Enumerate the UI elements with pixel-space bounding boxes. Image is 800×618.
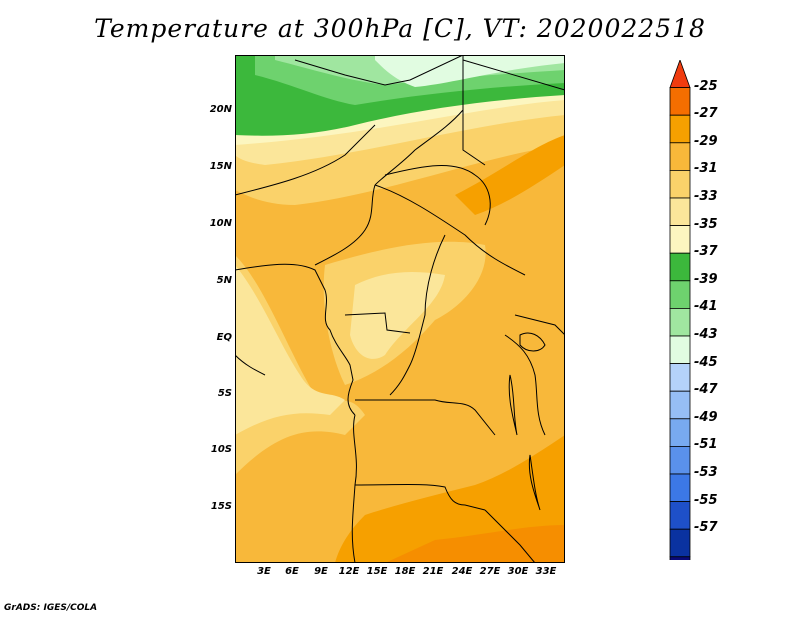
field-south-darker [385, 525, 565, 563]
lon-label-9e: 9E [314, 566, 328, 577]
legend-label: -57 [694, 520, 718, 536]
legend-label: -29 [694, 133, 718, 149]
legend-cell [669, 225, 691, 254]
legend-cell [669, 418, 691, 447]
legend-cell [669, 280, 691, 309]
credit-text: GrADS: IGES/COLA [4, 603, 98, 613]
lon-label-15e: 15E [366, 566, 388, 577]
borders [235, 55, 565, 563]
legend-cell [669, 363, 691, 392]
legend-cell [669, 170, 691, 199]
legend-cell [669, 528, 691, 558]
legend-label: -39 [694, 271, 718, 287]
lon-label-30e: 30E [507, 566, 529, 577]
legend-cell [669, 335, 691, 365]
legend-cell [669, 197, 691, 227]
field-central-pale [350, 272, 445, 359]
legend-label: -43 [694, 327, 718, 342]
field-dark-band [455, 135, 565, 215]
legend-cell [669, 114, 691, 144]
lon-label-21e: 21E [422, 566, 444, 577]
legend-label: -31 [694, 161, 718, 177]
lake-malawi [528, 454, 541, 511]
lat-label-5s: 5S [217, 388, 232, 399]
legend-label: -41 [694, 299, 718, 315]
legend-cell [669, 307, 691, 337]
lat-label-eq: EQ [216, 332, 232, 343]
legend-cell [669, 87, 691, 116]
temperature-map [235, 55, 565, 563]
lon-label-6e: 6E [285, 566, 299, 577]
legend-cell [669, 473, 691, 503]
legend-arrow-top [669, 60, 691, 88]
lat-label-10n: 10N [209, 218, 232, 229]
color-legend [669, 60, 691, 560]
legend-label: -37 [694, 244, 718, 260]
legend-cell [669, 501, 691, 530]
legend-cell [669, 252, 691, 282]
legend-label: -51 [694, 437, 718, 453]
lon-label-27e: 27E [479, 566, 501, 577]
lat-label-5n: 5N [216, 275, 232, 286]
lat-label-15n: 15N [209, 161, 232, 172]
field-south-dark [335, 435, 565, 563]
lon-label-24e: 24E [451, 566, 473, 577]
legend-cell [669, 390, 691, 420]
lon-label-3e: 3E [257, 566, 271, 577]
field-west-light [235, 255, 365, 475]
lat-label-15s: 15S [210, 501, 232, 512]
legend-label: -47 [694, 382, 718, 398]
lat-label-10s: 10S [210, 444, 232, 455]
legend-cell [669, 142, 691, 171]
legend-label: -33 [694, 189, 718, 204]
field-pale-blue [375, 55, 565, 87]
legend-label: -55 [694, 492, 718, 508]
legend-label: -53 [694, 465, 718, 480]
map-frame [235, 55, 565, 563]
legend-label: -49 [694, 409, 718, 425]
legend-label: -25 [694, 78, 718, 94]
lon-label-33e: 33E [535, 566, 557, 577]
legend-label: -45 [694, 354, 718, 370]
legend-label: -35 [694, 216, 718, 232]
lon-label-18e: 18E [394, 566, 416, 577]
lon-label-12e: 12E [338, 566, 360, 577]
lake-victoria [519, 332, 546, 352]
legend-label: -27 [694, 106, 718, 122]
field-west-pale [235, 265, 345, 435]
lat-label-20n: 20N [209, 104, 232, 115]
map-title: Temperature at 300hPa [C], VT: 202002251… [94, 14, 706, 43]
legend-cell [669, 556, 691, 560]
legend-cell [669, 445, 691, 475]
lake-tanganyika [508, 374, 518, 436]
